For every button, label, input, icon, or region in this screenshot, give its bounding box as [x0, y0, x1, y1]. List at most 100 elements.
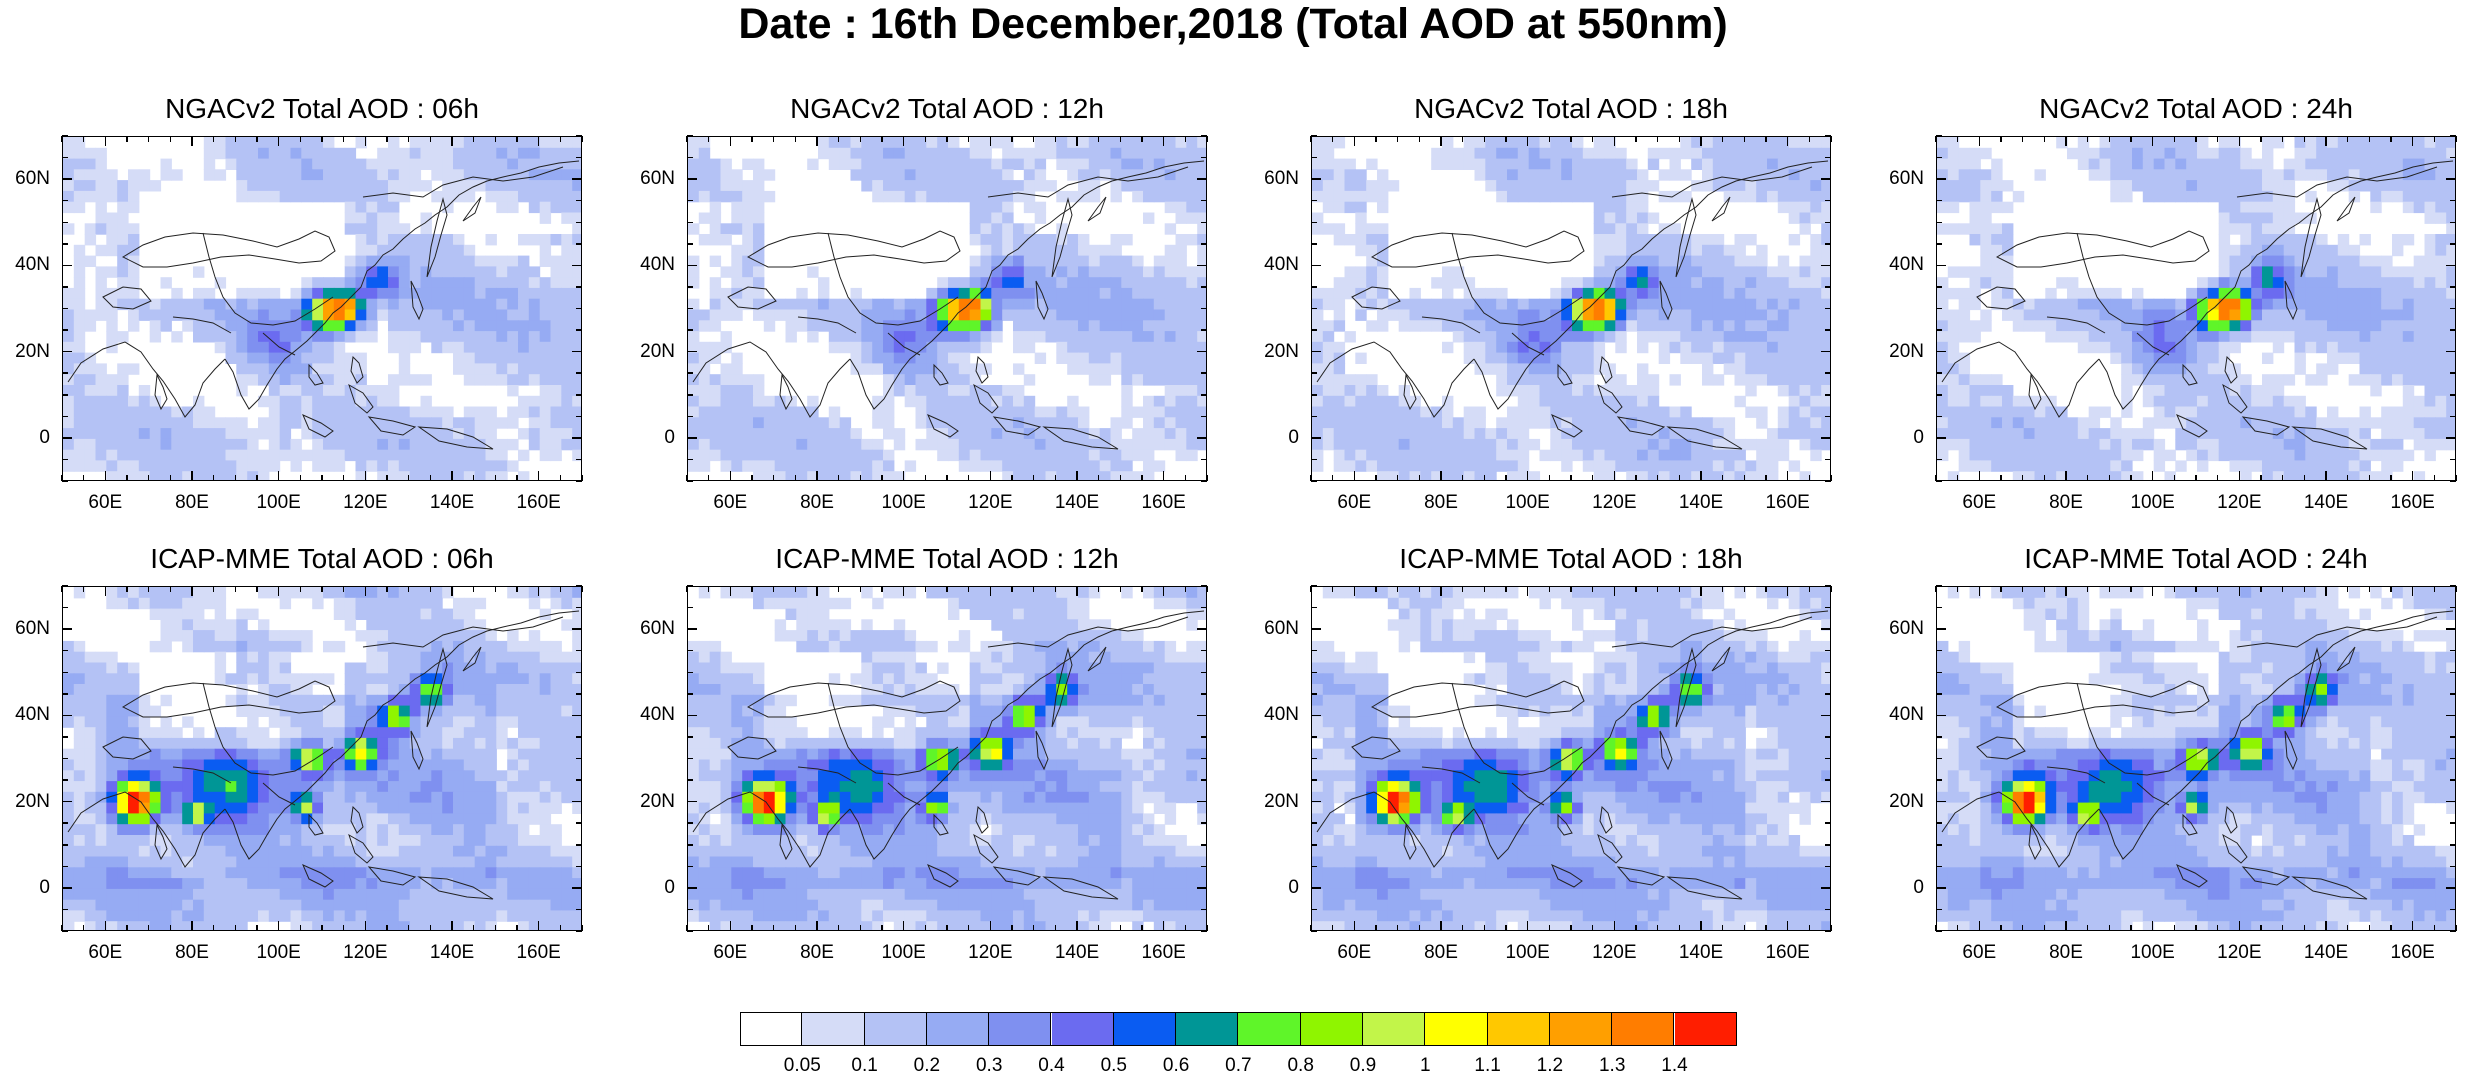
x-tick-mark — [386, 475, 388, 481]
x-tick-mark — [751, 925, 753, 931]
y-tick-label: 20N — [1264, 342, 1299, 362]
x-tick-mark — [730, 471, 732, 481]
x-tick-mark — [2065, 921, 2067, 931]
y-tick-mark — [1825, 394, 1831, 396]
x-tick-mark — [1484, 475, 1486, 481]
y-tick-mark — [687, 909, 693, 911]
y-tick-mark — [62, 135, 68, 137]
y-tick-mark — [1201, 286, 1207, 288]
y-tick-mark — [1821, 437, 1831, 439]
y-tick-mark — [1201, 650, 1207, 652]
x-tick-mark — [1033, 586, 1035, 592]
x-tick-mark — [1332, 475, 1334, 481]
aod-heatmap — [1937, 587, 2456, 931]
colorbar-label: 0.1 — [851, 1056, 877, 1076]
y-tick-mark — [1936, 715, 1946, 717]
x-tick-mark — [2260, 136, 2262, 142]
x-tick-mark — [946, 136, 948, 142]
map-frame — [1936, 136, 2456, 481]
y-tick-mark — [576, 222, 582, 224]
y-tick-mark — [576, 607, 582, 609]
y-tick-mark — [1311, 715, 1321, 717]
x-tick-mark — [83, 586, 85, 592]
x-tick-mark — [408, 475, 410, 481]
y-tick-label: 20N — [1889, 792, 1924, 812]
y-tick-mark — [687, 822, 693, 824]
y-tick-mark — [1201, 909, 1207, 911]
x-tick-mark — [1375, 475, 1377, 481]
y-tick-mark — [572, 801, 582, 803]
x-tick-mark — [1549, 925, 1551, 931]
x-tick-mark — [1505, 136, 1507, 142]
x-tick-mark — [1809, 475, 1811, 481]
x-tick-mark — [170, 475, 172, 481]
x-tick-mark — [1120, 586, 1122, 592]
x-tick-mark — [1141, 925, 1143, 931]
y-tick-mark — [687, 157, 693, 159]
y-tick-mark — [1311, 758, 1317, 760]
y-tick-mark — [1936, 672, 1942, 674]
x-tick-mark — [516, 475, 518, 481]
x-tick-mark — [2304, 586, 2306, 592]
x-tick-mark — [1440, 471, 1442, 481]
y-tick-label: 40N — [640, 705, 675, 725]
y-tick-mark — [1201, 779, 1207, 781]
x-tick-label: 100E — [1505, 493, 1549, 513]
x-tick-mark — [1206, 586, 1208, 592]
colorbar-label: 0.4 — [1038, 1056, 1064, 1076]
y-tick-label: 0 — [39, 878, 50, 898]
y-tick-mark — [2450, 585, 2456, 587]
y-tick-mark — [1936, 607, 1942, 609]
x-tick-mark — [213, 475, 215, 481]
x-tick-mark — [2152, 586, 2154, 596]
y-tick-label: 0 — [664, 878, 675, 898]
x-tick-mark — [1700, 586, 1702, 596]
x-tick-mark — [538, 586, 540, 596]
x-tick-label: 160E — [516, 493, 560, 513]
y-tick-mark — [687, 693, 693, 695]
aod-cells — [688, 587, 1207, 931]
y-tick-mark — [687, 416, 693, 418]
y-tick-mark — [687, 866, 693, 868]
x-tick-mark — [990, 471, 992, 481]
x-tick-mark — [773, 925, 775, 931]
y-tick-mark — [1825, 459, 1831, 461]
x-tick-mark — [170, 136, 172, 142]
x-tick-mark — [2065, 471, 2067, 481]
y-tick-label: 60N — [640, 619, 675, 639]
y-tick-mark — [1311, 178, 1321, 180]
y-tick-mark — [2450, 286, 2456, 288]
y-tick-mark — [1936, 887, 1946, 889]
x-tick-mark — [1011, 136, 1013, 142]
y-tick-mark — [1311, 628, 1321, 630]
x-tick-mark — [1635, 475, 1637, 481]
x-tick-label: 60E — [88, 493, 122, 513]
x-tick-mark — [2304, 475, 2306, 481]
x-tick-mark — [1935, 586, 1937, 592]
y-tick-mark — [62, 394, 68, 396]
aod-cells — [1312, 137, 1831, 481]
y-tick-mark — [1311, 222, 1317, 224]
x-tick-mark — [386, 925, 388, 931]
y-tick-mark — [1825, 650, 1831, 652]
y-tick-mark — [1311, 909, 1317, 911]
y-tick-mark — [1201, 329, 1207, 331]
x-tick-mark — [1765, 586, 1767, 592]
y-tick-mark — [1936, 200, 1942, 202]
y-tick-mark — [1311, 243, 1317, 245]
x-tick-label: 60E — [1337, 493, 1371, 513]
y-tick-mark — [1201, 222, 1207, 224]
x-tick-label: 160E — [2390, 493, 2434, 513]
x-tick-mark — [2347, 136, 2349, 142]
x-tick-mark — [581, 136, 583, 142]
x-tick-mark — [1679, 475, 1681, 481]
colorbar-label: 0.8 — [1287, 1056, 1313, 1076]
y-tick-label: 60N — [15, 169, 50, 189]
y-tick-mark — [1936, 243, 1942, 245]
y-tick-mark — [572, 887, 582, 889]
x-tick-mark — [1055, 136, 1057, 142]
